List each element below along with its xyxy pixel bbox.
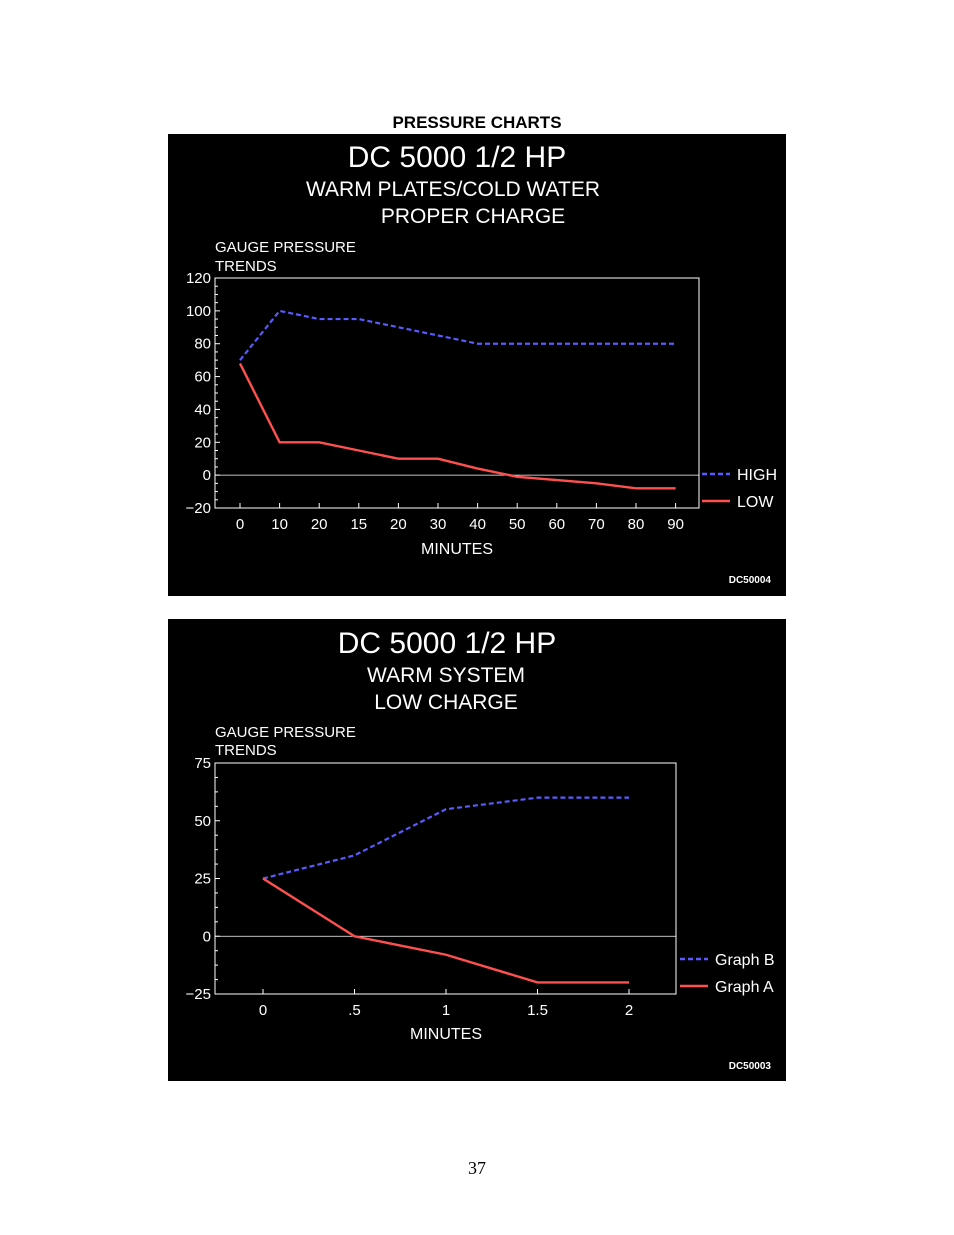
chart-title: DC 5000 1/2 HP — [348, 141, 566, 174]
chart-low-charge: DC 5000 1/2 HP WARM SYSTEM LOW CHARGE GA… — [186, 627, 775, 1072]
y-tick-label: −20 — [186, 500, 211, 517]
y-axis-label-line-2: TRENDS — [215, 742, 277, 759]
x-tick-label: 20 — [311, 516, 328, 533]
series-line-graph-a — [262, 877, 629, 984]
series-line-high — [239, 309, 676, 361]
plot-area: 75 50 25 0 −25 0 .5 1 1.5 2 Graph B Graph A — [186, 755, 775, 1019]
legend-label: HIGH — [737, 467, 777, 484]
y-tick-label: 0 — [203, 467, 211, 484]
chart-panel-proper-charge: DC 5000 1/2 HP WARM PLATES/COLD WATER PR… — [168, 134, 786, 596]
x-tick-label: 15 — [350, 516, 367, 533]
y-tick-label: 20 — [194, 434, 211, 451]
x-tick-label: 1.5 — [527, 1002, 548, 1019]
x-tick-label: 2 — [625, 1002, 633, 1019]
y-tick-label: 40 — [194, 401, 211, 418]
y-tick-label: 60 — [194, 369, 211, 386]
figure-code: DC50003 — [729, 1061, 772, 1072]
y-tick-label: 50 — [194, 813, 211, 830]
chart-panel-low-charge: DC 5000 1/2 HP WARM SYSTEM LOW CHARGE GA… — [168, 619, 786, 1081]
legend-label: LOW — [737, 494, 774, 511]
x-tick-label: 0 — [236, 516, 244, 533]
x-axis-label: MINUTES — [410, 1026, 482, 1043]
legend-label: Graph A — [715, 979, 774, 996]
x-tick-label: 30 — [430, 516, 447, 533]
series-line-graph-b — [262, 796, 629, 880]
x-tick-label: 50 — [509, 516, 526, 533]
y-tick-label: 120 — [186, 270, 211, 287]
y-axis-label-line-1: GAUGE PRESSURE — [215, 239, 356, 256]
y-tick-label: 80 — [194, 336, 211, 353]
y-axis-label-line-2: TRENDS — [215, 258, 277, 275]
y-tick-label: 100 — [186, 303, 211, 320]
y-axis-label-line-1: GAUGE PRESSURE — [215, 724, 356, 741]
y-tick-label: 0 — [203, 928, 211, 945]
x-axis-label: MINUTES — [421, 541, 493, 558]
chart-subtitle-line-2: LOW CHARGE — [374, 691, 518, 714]
x-tick-label: 0 — [259, 1002, 267, 1019]
legend-label: Graph B — [715, 952, 775, 969]
page-heading: PRESSURE CHARTS — [392, 113, 562, 132]
plot-frame — [214, 762, 677, 995]
y-tick-label: 25 — [194, 871, 211, 888]
x-tick-label: 20 — [390, 516, 407, 533]
x-tick-label: 60 — [548, 516, 565, 533]
chart-subtitle-line-1: WARM SYSTEM — [367, 664, 525, 687]
page-number: 37 — [468, 1158, 486, 1178]
x-tick-label: 80 — [628, 516, 645, 533]
x-tick-label: 10 — [271, 516, 288, 533]
chart-subtitle-line-1: WARM PLATES/COLD WATER — [306, 178, 600, 201]
series-line-low — [238, 362, 676, 490]
plot-area: 120 100 80 60 40 20 0 −20 0 10 20 15 20 30 40 50 60 70 80 9… — [186, 270, 777, 533]
x-tick-label: 40 — [469, 516, 486, 533]
plot-frame — [214, 277, 700, 509]
chart-subtitle-line-2: PROPER CHARGE — [381, 205, 565, 228]
x-tick-label: .5 — [348, 1002, 361, 1019]
y-tick-label: −25 — [186, 986, 211, 1003]
y-tick-label: 75 — [194, 755, 211, 772]
x-tick-label: 90 — [667, 516, 684, 533]
figure-code: DC50004 — [729, 575, 772, 586]
chart-title: DC 5000 1/2 HP — [338, 627, 556, 660]
x-tick-label: 70 — [588, 516, 605, 533]
chart-proper-charge: DC 5000 1/2 HP WARM PLATES/COLD WATER PR… — [186, 141, 777, 586]
x-tick-label: 1 — [442, 1002, 450, 1019]
